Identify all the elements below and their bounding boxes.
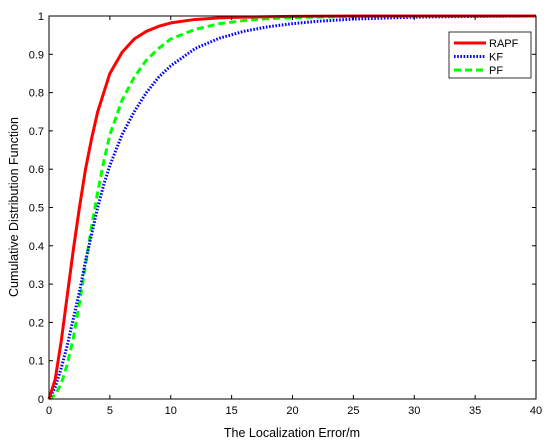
- y-tick-label: 0.3: [29, 279, 44, 291]
- y-tick-label: 0.7: [29, 126, 44, 138]
- y-tick-label: 0.9: [29, 49, 44, 61]
- y-tick-label: 0: [38, 394, 44, 406]
- x-tick-label: 5: [107, 405, 113, 417]
- y-tick-label: 1: [38, 11, 44, 23]
- legend-label-rapf: RAPF: [489, 38, 519, 50]
- series-line-pf: [48, 14, 536, 401]
- legend-box: [448, 31, 532, 79]
- legend-label-pf: PF: [489, 65, 503, 77]
- y-tick-label: 0.2: [29, 317, 44, 329]
- plot-area: [49, 16, 536, 399]
- tick-layer: 0 5 10 15 20 25 30 35 40 0 0.1 0.2 0.3 0.4 0.5 0.6 0.7 0.…: [29, 11, 542, 417]
- y-axis-title: Cumulative Distribution Function: [7, 117, 21, 297]
- y-tick-label: 0.6: [29, 164, 44, 176]
- x-tick-label: 25: [347, 405, 359, 417]
- x-tick-label: 30: [408, 405, 420, 417]
- x-tick-label: 20: [286, 405, 298, 417]
- x-axis-title: The Localization Error/m: [224, 426, 360, 440]
- x-tick-label: 10: [165, 405, 177, 417]
- x-tick-label: 0: [46, 405, 52, 417]
- legend-label-kf: KF: [489, 52, 503, 64]
- y-tick-label: 0.5: [29, 203, 44, 215]
- y-tick-label: 0.4: [29, 241, 44, 253]
- x-tick-label: 35: [469, 405, 481, 417]
- y-tick-label: 0.8: [29, 88, 44, 100]
- x-tick-label: 15: [226, 405, 238, 417]
- x-tick-label: 40: [530, 405, 542, 417]
- y-tick-label: 0.1: [29, 356, 44, 368]
